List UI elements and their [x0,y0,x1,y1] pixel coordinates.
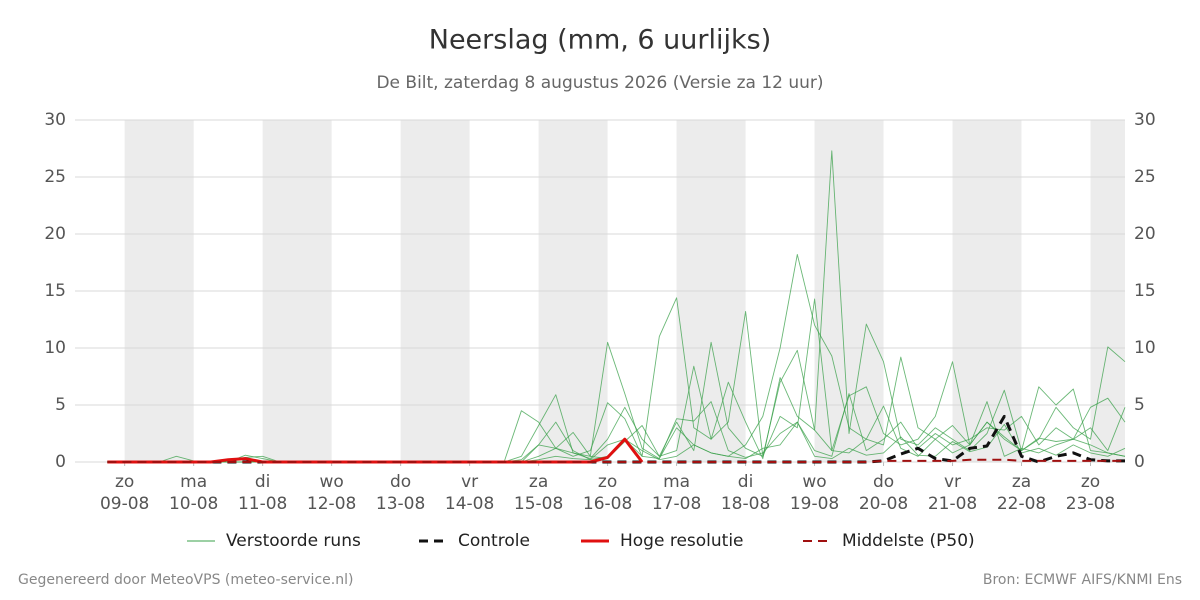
x-tick-label: do [390,472,411,492]
x-tick-label: 15-08 [514,494,563,514]
y-tick-label: 20 [44,224,66,244]
legend-label: Middelste (P50) [842,531,975,551]
y-tick-label: 25 [44,167,66,187]
x-tick-label: 12-08 [307,494,356,514]
x-tick-label: ma [663,472,690,492]
lines [107,150,1126,464]
credit: Gegenereerd door MeteoVPS (meteo-service… [18,572,353,588]
y-tick-label: 0 [55,452,66,472]
y-tick-label-right: 10 [1134,338,1156,358]
x-tick-label: vr [944,472,961,492]
chart-title: Neerslag (mm, 6 uurlijks) [429,25,771,56]
y-tick-label: 5 [55,395,66,415]
x-tick-label: di [738,472,754,492]
x-tick-label: 21-08 [928,494,977,514]
y-tick-label: 30 [44,110,66,130]
x-tick-label: 10-08 [169,494,218,514]
x-tick-label: 18-08 [721,494,770,514]
legend-label: Verstoorde runs [226,531,361,551]
y-tick-label-right: 5 [1134,395,1145,415]
y-tick-label-right: 20 [1134,224,1156,244]
x-tick-label: za [529,472,548,492]
x-tick-label: zo [1081,472,1100,492]
x-tick-label: 11-08 [238,494,287,514]
chart-subtitle: De Bilt, zaterdag 8 augustus 2026 (Versi… [376,73,823,93]
x-tick-label: vr [461,472,478,492]
x-tick-label: 20-08 [859,494,908,514]
y-tick-label-right: 15 [1134,281,1156,301]
source: Bron: ECMWF AIFS/KNMI Ens [983,572,1182,588]
x-tick-label: 13-08 [376,494,425,514]
x-tick-label: 19-08 [790,494,839,514]
y-tick-label: 10 [44,338,66,358]
y-tick-label: 15 [44,281,66,301]
x-tick-label: ma [180,472,207,492]
y-tick-label-right: 25 [1134,167,1156,187]
legend-label: Controle [458,531,530,551]
x-tick-label: di [255,472,271,492]
x-tick-label: 16-08 [583,494,632,514]
legend-label: Hoge resolutie [620,531,744,551]
x-tick-label: wo [319,472,343,492]
x-tick-label: zo [598,472,617,492]
x-tick-label: 17-08 [652,494,701,514]
series-line [107,458,1125,463]
x-tick-label: 23-08 [1066,494,1115,514]
background [75,119,1125,466]
x-tick-label: 22-08 [997,494,1046,514]
x-tick-label: 14-08 [445,494,494,514]
x-tick-label: zo [115,472,134,492]
y-tick-label-right: 30 [1134,110,1156,130]
x-tick-label: wo [802,472,826,492]
x-tick-label: za [1012,472,1031,492]
x-tick-label: 09-08 [100,494,149,514]
y-tick-label-right: 0 [1134,452,1145,472]
series-line [107,437,644,464]
x-tick-label: do [873,472,894,492]
